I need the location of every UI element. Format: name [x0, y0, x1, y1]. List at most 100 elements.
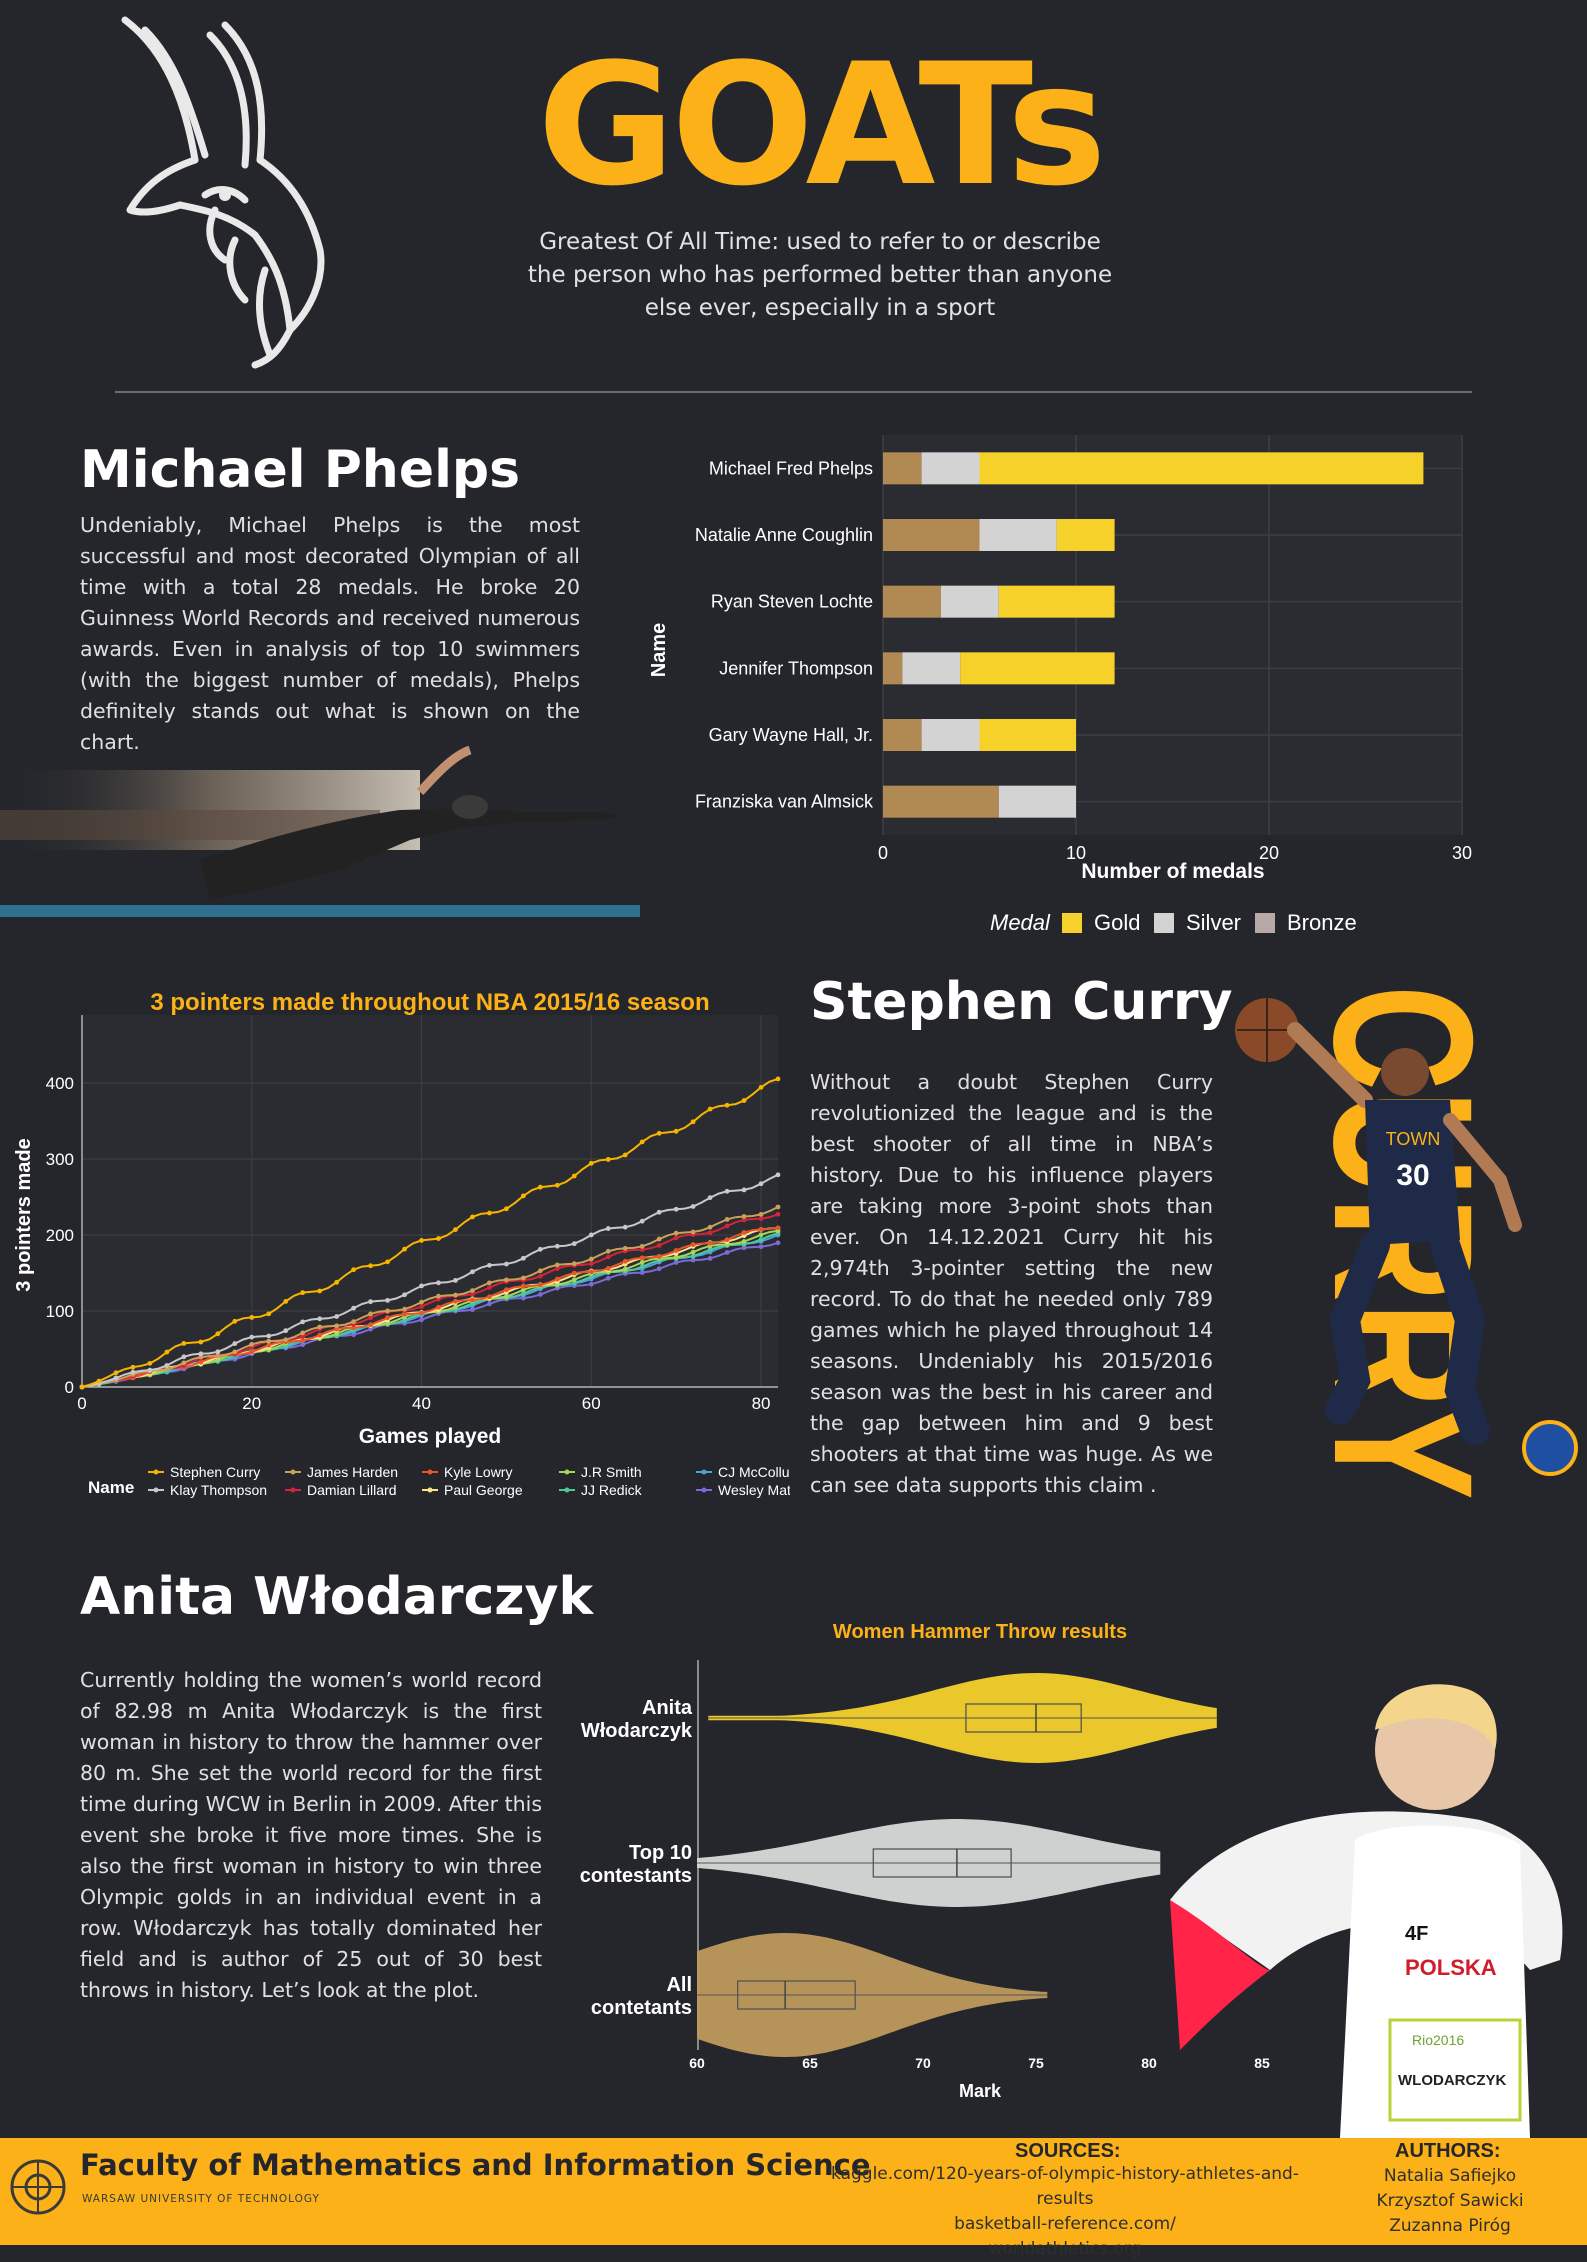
- anita-heading: Anita Włodarczyk: [80, 1567, 594, 1627]
- nba-x-axis-label: Games played: [359, 1425, 501, 1448]
- nba-series-line: [81, 1226, 779, 1388]
- medals-chart: 0 10 20 30 Michael Fred Phelps Natalie Anne C…: [648, 435, 1472, 935]
- nba-legend-item: Stephen Curry: [148, 1464, 260, 1480]
- svg-text:Paul George: Paul George: [444, 1482, 523, 1498]
- medals-y-axis-label: Name: [648, 623, 670, 677]
- nba-y-tick: 300: [46, 1150, 74, 1169]
- goat-logo: [121, 16, 325, 369]
- anita-text: Currently holding the women’s world reco…: [80, 1668, 542, 2002]
- medal-bar-bronze: [883, 652, 903, 685]
- medals-category-label: Jennifer Thompson: [719, 658, 873, 678]
- page-subtitle: Greatest Of All Time: used to refer to o…: [527, 229, 1113, 321]
- hammer-x-tick: 75: [1028, 2055, 1044, 2071]
- bib-event: Rio2016: [1412, 2032, 1464, 2048]
- nba-y-tick: 0: [65, 1378, 74, 1397]
- hammer-x-tick: 70: [915, 2055, 931, 2071]
- medal-bar-silver: [921, 719, 980, 751]
- authors-list: Natalia Safiejko Krzysztof Sawicki Zuzan…: [1370, 2164, 1530, 2239]
- footer: [0, 2138, 1587, 2245]
- shirt-brand: 4F: [1405, 1923, 1428, 1945]
- author-name: Krzysztof Sawicki: [1376, 2191, 1524, 2211]
- hammer-x-tick: 85: [1254, 2055, 1270, 2071]
- curry-text: Without a doubt Stephen Curry revolution…: [810, 1070, 1213, 1497]
- medal-bar-bronze: [883, 585, 941, 618]
- author-name: Natalia Safiejko: [1383, 2166, 1517, 2186]
- medal-bar-silver: [979, 519, 1057, 551]
- medal-bar-bronze: [883, 719, 922, 751]
- violin-group-label: All: [666, 1974, 692, 1996]
- legend-silver-label: Silver: [1186, 910, 1241, 935]
- legend-gold-label: Gold: [1094, 910, 1140, 935]
- medal-bar-gold: [1056, 519, 1115, 551]
- svg-text:Wesley Matthews: Wesley Matthews: [718, 1482, 790, 1498]
- nba-legend-item: JJ Redick: [559, 1482, 643, 1498]
- medals-x-axis-label: Number of medals: [1081, 860, 1264, 883]
- violin-group-label: Top 10: [629, 1842, 692, 1864]
- bib-name: WLODARCZYK: [1398, 2072, 1506, 2089]
- legend-bronze-swatch: [1255, 913, 1275, 933]
- medals-category-label: Gary Wayne Hall, Jr.: [709, 725, 873, 745]
- hammer-chart: Women Hammer Throw results 60 65 70 75 80 85 A…: [580, 1621, 1270, 2101]
- nba-y-tick: 400: [46, 1074, 74, 1093]
- svg-text:J.R Smith: J.R Smith: [581, 1464, 642, 1480]
- nba-x-tick: 20: [242, 1394, 261, 1413]
- medals-category-label: Franziska van Almsick: [695, 792, 874, 812]
- nba-y-tick: 100: [46, 1302, 74, 1321]
- violin-boxplot: [697, 1848, 1161, 1878]
- nba-x-tick: 0: [77, 1394, 86, 1413]
- nba-legend-title: Name: [88, 1478, 134, 1497]
- phelps-heading: Michael Phelps: [80, 440, 521, 500]
- violin-group-label: Włodarczyk: [581, 1720, 693, 1742]
- nba-series-line: [81, 1213, 779, 1388]
- nba-legend-item: J.R Smith: [559, 1464, 642, 1480]
- medals-category-label: Michael Fred Phelps: [709, 458, 873, 478]
- sources-list: kaggle.com/120-years-of-olympic-history-…: [805, 2162, 1325, 2262]
- medal-bar-silver: [940, 585, 999, 618]
- anita-photo: 4F POLSKA Rio2016 WLODARCZYK: [1170, 1684, 1563, 2138]
- nba-chart-title: 3 pointers made throughout NBA 2015/16 s…: [150, 989, 709, 1016]
- medals-x-tick: 10: [1066, 843, 1086, 863]
- medals-x-tick: 20: [1259, 843, 1279, 863]
- sources-heading: SOURCES:: [1015, 2140, 1121, 2162]
- authors-heading: AUTHORS:: [1395, 2140, 1501, 2162]
- curry-photo: TOWN 30: [1235, 998, 1578, 1476]
- nba-chart: 3 pointers made throughout NBA 2015/16 s…: [13, 989, 790, 1498]
- violin-group-label: contetants: [591, 1997, 692, 2019]
- svg-text:Kyle Lowry: Kyle Lowry: [444, 1464, 512, 1480]
- nba-legend-item: Kyle Lowry: [422, 1464, 512, 1480]
- nba-legend-item: Paul George: [422, 1482, 523, 1498]
- medals-legend: Medal Gold Silver Bronze: [990, 910, 1357, 935]
- violin-boxplot: [708, 1703, 1217, 1733]
- medal-bar-silver: [921, 452, 980, 485]
- nba-legend: Stephen Curry Klay Thompson James Harden Da…: [148, 1464, 790, 1498]
- hammer-x-tick: 80: [1141, 2055, 1157, 2071]
- race-bib: [1388, 2018, 1522, 2122]
- violin-boxplot: [697, 1980, 1048, 2010]
- source-link[interactable]: kaggle.com/120-years-of-olympic-history-…: [831, 2164, 1299, 2209]
- medals-legend-title: Medal: [990, 910, 1051, 935]
- svg-text:Stephen Curry: Stephen Curry: [170, 1464, 260, 1480]
- source-link[interactable]: worldathletics.org: [988, 2239, 1142, 2259]
- medal-bar-gold: [979, 719, 1076, 751]
- medal-bar-silver: [998, 785, 1076, 818]
- faculty-name: Faculty of Mathematics and Information S…: [80, 2148, 871, 2182]
- nba-legend-item: CJ McCollum: [696, 1464, 790, 1480]
- svg-text:CJ McCollum: CJ McCollum: [718, 1464, 790, 1480]
- legend-bronze-label: Bronze: [1287, 910, 1357, 935]
- svg-text:Klay Thompson: Klay Thompson: [170, 1482, 267, 1498]
- nba-series-points: [79, 1076, 781, 1390]
- nba-legend-item: Klay Thompson: [148, 1482, 267, 1498]
- nba-series-line: [81, 1077, 779, 1388]
- source-link[interactable]: basketball-reference.com/: [954, 2214, 1176, 2234]
- goat-eye-icon: [219, 189, 231, 201]
- hammer-x-tick: 65: [802, 2055, 818, 2071]
- medal-bar-silver: [902, 652, 961, 685]
- nba-x-tick: 40: [412, 1394, 431, 1413]
- nba-y-tick: 200: [46, 1226, 74, 1245]
- curry-heading: Stephen Curry: [810, 972, 1233, 1032]
- nba-legend-item: Wesley Matthews: [696, 1482, 790, 1498]
- svg-text:James Harden: James Harden: [307, 1464, 398, 1480]
- page-title: GOATs: [537, 27, 1106, 223]
- university-logo-icon: [10, 2159, 66, 2215]
- nba-legend-item: James Harden: [285, 1464, 398, 1480]
